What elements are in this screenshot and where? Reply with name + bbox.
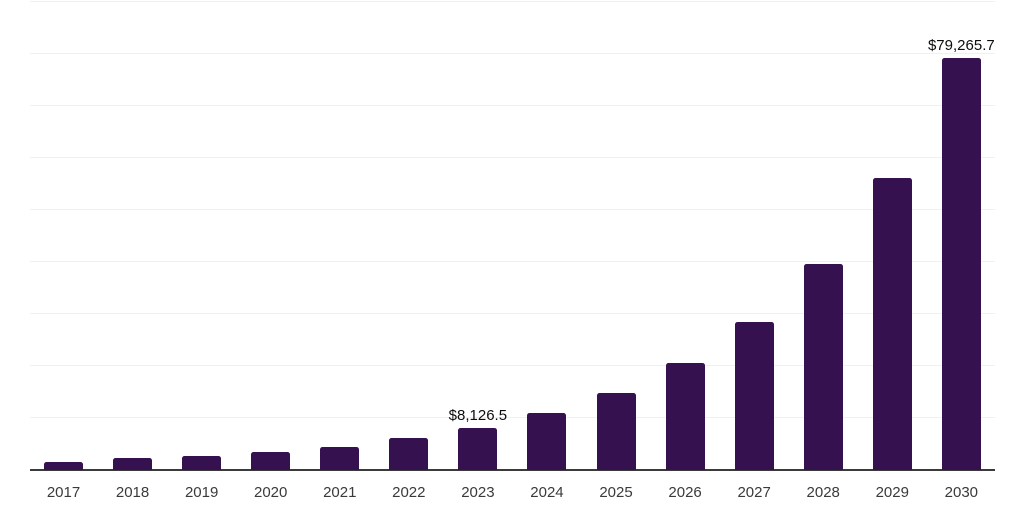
- gridline-60000: [30, 157, 995, 158]
- bar-2024: [527, 412, 567, 470]
- bar-2018: [113, 458, 153, 470]
- gridline-90000: [30, 1, 995, 2]
- gridline-70000: [30, 105, 995, 106]
- value-label-2023: $8,126.5: [448, 406, 508, 424]
- x-tick-2019: 2019: [184, 484, 219, 501]
- x-tick-2020: 2020: [254, 484, 288, 501]
- bar-2021: [320, 447, 360, 470]
- bar-2028: [803, 263, 843, 470]
- value-label-2030: $79,265.7: [927, 36, 995, 54]
- bar-2023: [458, 427, 498, 470]
- x-tick-2022: 2022: [392, 484, 426, 501]
- gridline-40000: [30, 261, 995, 262]
- x-tick-2021: 2021: [323, 484, 357, 501]
- x-tick-2027: 2027: [737, 484, 771, 501]
- bar-2029: [872, 178, 912, 470]
- gridline-30000: [30, 313, 995, 314]
- gridline-80000: [30, 53, 995, 54]
- bar-2019: [182, 455, 222, 470]
- bar-2020: [251, 451, 291, 470]
- x-tick-2025: 2025: [599, 484, 633, 501]
- bar-2026: [665, 363, 705, 470]
- bar-2027: [734, 322, 774, 470]
- bar-2022: [389, 438, 429, 470]
- gridline-20000: [30, 365, 995, 366]
- x-tick-2029: 2029: [875, 484, 909, 501]
- bar-2025: [596, 392, 636, 470]
- x-axis-line: [30, 469, 995, 471]
- x-tick-2023: 2023: [461, 484, 495, 501]
- x-tick-2024: 2024: [530, 484, 564, 501]
- x-tick-2030: 2030: [944, 484, 979, 501]
- gridline-50000: [30, 209, 995, 210]
- bar-2017: [44, 461, 83, 470]
- x-tick-2017: 2017: [46, 484, 81, 501]
- x-tick-2028: 2028: [806, 484, 840, 501]
- x-tick-2018: 2018: [115, 484, 150, 501]
- bar-2030: [941, 57, 981, 470]
- x-tick-2026: 2026: [668, 484, 702, 501]
